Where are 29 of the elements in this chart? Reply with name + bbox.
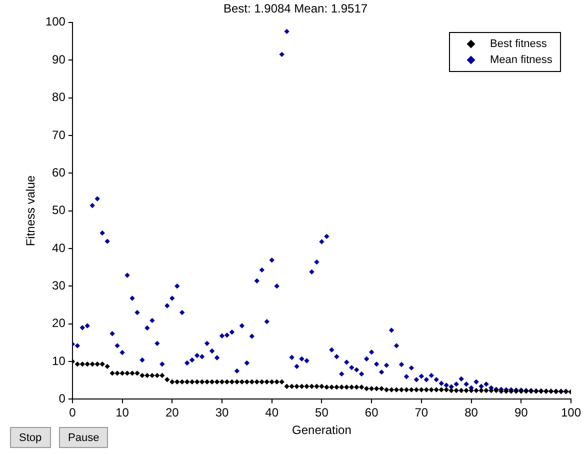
x-tick-label: 40: [265, 406, 279, 420]
y-tick-label: 10: [52, 354, 66, 368]
x-tick-label: 50: [315, 406, 329, 420]
x-tick-label: 10: [116, 406, 130, 420]
chart-title: Best: 1.9084 Mean: 1.9517: [223, 2, 368, 16]
x-tick-label: 60: [364, 406, 379, 420]
y-tick-label: 80: [52, 90, 66, 104]
y-tick-label: 20: [52, 316, 66, 330]
x-tick-label: 80: [464, 406, 478, 420]
control-button[interactable]: Pause: [59, 427, 108, 448]
y-tick-label: 90: [52, 52, 66, 66]
x-axis-title: Generation: [292, 423, 352, 438]
x-tick-label: 20: [165, 406, 180, 420]
y-tick-label: 0: [58, 392, 66, 406]
legend-label: Best fitness: [490, 38, 547, 50]
x-tick-label: 100: [560, 406, 582, 420]
y-tick-label: 50: [52, 203, 66, 218]
y-tick-label: 100: [45, 14, 66, 29]
x-tick-label: 90: [514, 406, 528, 420]
x-tick-label: 0: [69, 406, 76, 420]
legend-label: Mean fitness: [490, 54, 552, 66]
x-tick-label: 70: [414, 406, 428, 420]
y-tick-label: 30: [52, 278, 66, 292]
x-tick-label: 30: [215, 406, 229, 420]
y-tick-label: 60: [52, 165, 66, 180]
control-button[interactable]: Stop: [10, 427, 51, 448]
y-tick-label: 40: [52, 240, 66, 255]
y-tick-label: 70: [52, 128, 66, 142]
y-axis-title: Fitness value: [24, 175, 38, 246]
